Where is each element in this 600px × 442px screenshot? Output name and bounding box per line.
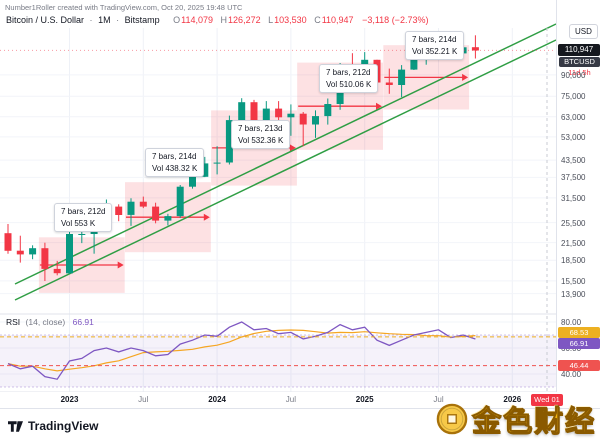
range-bars-text: 7 bars, 214d [152, 152, 197, 161]
legend-separator: · [116, 15, 120, 25]
close-label: C [314, 15, 321, 25]
price-axis-label: 25,500 [561, 218, 586, 228]
price-axis-label: 53,000 [561, 132, 586, 142]
low-value: 103,530 [274, 15, 307, 25]
price-axis-label: 75,000 [561, 92, 586, 102]
bar-countdown: 11d 5h [559, 68, 600, 79]
time-axis-label: 2025 [355, 395, 374, 404]
range-bars-text: 7 bars, 213d [238, 124, 283, 133]
price-axis-label: 37,500 [561, 173, 586, 183]
price-axis-label: 21,500 [561, 238, 586, 248]
price-axis-label: 15,500 [561, 276, 586, 286]
rsi-value: 66.91 [72, 317, 94, 327]
time-axis-label: Jul [285, 395, 296, 404]
range-volume-text: Vol 352.21 K [412, 46, 458, 56]
open-label: O [173, 15, 181, 25]
symbol-title: Bitcoin / U.S. Dollar [6, 15, 85, 25]
rsi-value-badge: 46.44 [558, 360, 600, 372]
range-measurement-label[interactable]: 7 bars, 214d Vol 352.21 K [405, 31, 465, 61]
range-volume-text: Vol 438.32 K [152, 163, 198, 173]
current-price-badge: 110,947 [558, 44, 600, 57]
high-value: 126,272 [228, 15, 261, 25]
ohlc-values: O114,079 H126,272 L103,530 C110,947 [168, 15, 356, 25]
price-axis-label: 90,000 [561, 70, 586, 80]
range-measurement-label[interactable]: 7 bars, 212d Vol 510.06 K [319, 64, 379, 94]
time-axis-label: 2024 [208, 395, 226, 404]
rsi-value-badge: 68.53 [558, 327, 600, 339]
price-axis[interactable]: USD 110,947 BTCUSD 11d 5h 90,000 75,000 63… [556, 0, 600, 392]
price-axis-label: 31,500 [561, 193, 586, 203]
close-value: 110,947 [321, 15, 354, 25]
coin-icon [436, 403, 468, 435]
rsi-band [0, 334, 556, 388]
time-axis-label: 2026 [503, 395, 522, 404]
rsi-line [7, 321, 476, 380]
time-axis-label: 2023 [60, 395, 79, 404]
range-volume-text: Vol 553 K [61, 218, 96, 228]
interval-label: 1M [98, 15, 111, 25]
brand-name: TradingView [28, 419, 99, 433]
price-axis-label: 18,500 [561, 256, 586, 266]
rsi-params: (14, close) [25, 317, 66, 327]
range-measurement-label[interactable]: 7 bars, 214d Vol 438.32 K [145, 148, 205, 178]
price-axis-label: 63,000 [561, 112, 586, 122]
exchange-label: Bitstamp [124, 15, 160, 25]
parallel-channel[interactable] [14, 23, 557, 301]
snapshot-footer: TradingView [0, 408, 600, 442]
grid [0, 28, 556, 392]
range-bars-text: 7 bars, 214d [412, 35, 457, 44]
rsi-axis-label: 80.00 [561, 318, 582, 327]
open-value: 114,079 [181, 15, 214, 25]
symbol-badge: BTCUSD [559, 57, 600, 68]
symbol-legend[interactable]: Bitcoin / U.S. Dollar · 1M · Bitstamp O1… [6, 15, 428, 25]
change-value: −3,118 (−2.73%) [362, 15, 429, 25]
range-bars-text: 7 bars, 212d [326, 68, 371, 77]
high-label: H [220, 15, 228, 25]
attribution-text: Number1Roller created with TradingView.c… [5, 3, 243, 12]
tradingview-mark-icon [8, 420, 23, 432]
watermark-text: 金色财经 [471, 406, 596, 439]
low-label: L [268, 15, 274, 25]
jinse-watermark: 金色财经 [436, 398, 596, 440]
rsi-legend[interactable]: RSI (14, close) 66.91 [6, 317, 94, 327]
rsi-title: RSI [6, 317, 21, 327]
price-axis-label: 43,500 [561, 156, 586, 166]
date-marker-badge: Wed 01 [531, 394, 563, 406]
price-axis-label: 13,900 [561, 289, 586, 299]
range-bars-text: 7 bars, 212d [61, 207, 106, 216]
legend-separator: · [89, 15, 93, 25]
time-axis-label: Jul [138, 395, 149, 404]
rsi-value-badge: 66.91 [558, 337, 600, 349]
time-axis-label: Jul [433, 395, 444, 404]
range-volume-text: Vol 532.36 K [238, 135, 284, 145]
rsi-axis-label: 40.00 [561, 370, 582, 379]
range-volume-text: Vol 510.06 K [326, 79, 372, 89]
range-measurement-label[interactable]: 7 bars, 213d Vol 532.36 K [231, 120, 291, 150]
currency-toggle-button[interactable]: USD [569, 24, 598, 39]
range-measurement-label[interactable]: 7 bars, 212d Vol 553 K [54, 203, 113, 233]
tradingview-logo[interactable]: TradingView [8, 419, 98, 433]
